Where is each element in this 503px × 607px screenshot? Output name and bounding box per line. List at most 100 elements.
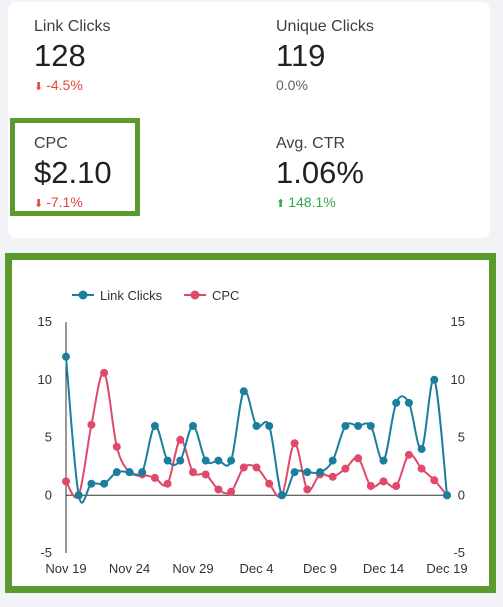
- data-point-link-clicks: [112, 468, 121, 477]
- metric-avg-ctr: Avg. CTR 1.06% ⬆ 148.1%: [276, 135, 364, 210]
- data-point-cpc: [392, 482, 401, 491]
- data-point-cpc: [176, 435, 185, 444]
- data-point-link-clicks: [328, 456, 337, 465]
- cpc-highlight-box: [10, 118, 140, 216]
- data-point-link-clicks: [316, 468, 324, 477]
- data-point-cpc: [163, 479, 172, 488]
- arrow-down-icon: ⬇: [34, 198, 44, 210]
- x-tick-label: Dec 14: [363, 561, 404, 576]
- x-tick-label: Nov 24: [109, 561, 150, 576]
- y-tick-label-left: 10: [38, 372, 52, 387]
- metric-value: $2.10: [34, 155, 112, 190]
- data-point-cpc: [201, 470, 210, 479]
- data-point-cpc: [112, 442, 121, 451]
- legend-marker-cpc: [190, 290, 200, 300]
- y-tick-label-left: 15: [38, 314, 52, 329]
- metric-value: 1.06%: [276, 155, 364, 190]
- y-tick-label-right: 15: [451, 314, 465, 329]
- data-point-link-clicks: [303, 468, 312, 477]
- x-tick-label: Nov 29: [172, 561, 213, 576]
- metric-delta: ⬇ -7.1%: [34, 194, 112, 210]
- y-tick-label-right: 5: [458, 430, 465, 445]
- x-tick-label: Dec 9: [303, 561, 337, 576]
- metric-label: CPC: [34, 135, 68, 152]
- data-point-cpc: [62, 477, 70, 486]
- x-tick-label: Dec 19: [426, 561, 467, 576]
- data-point-link-clicks: [366, 421, 375, 430]
- data-point-link-clicks: [417, 445, 426, 454]
- data-point-link-clicks: [404, 398, 413, 407]
- data-point-link-clicks: [163, 456, 172, 465]
- data-point-link-clicks: [201, 456, 210, 465]
- data-point-link-clicks: [277, 491, 286, 500]
- data-point-link-clicks: [252, 421, 261, 430]
- data-point-cpc: [417, 464, 426, 473]
- x-tick-label: Dec 4: [240, 561, 274, 576]
- data-point-link-clicks: [443, 491, 451, 500]
- metric-unique-clicks: Unique Clicks 119 0.0%: [276, 18, 374, 93]
- data-point-link-clicks: [214, 456, 223, 465]
- x-tick-label: Nov 19: [45, 561, 86, 576]
- legend-label-cpc: CPC: [212, 288, 239, 303]
- data-point-link-clicks: [290, 468, 299, 477]
- y-tick-label-left: -5: [40, 545, 52, 560]
- data-point-link-clicks: [189, 421, 197, 430]
- legend-label-link-clicks: Link Clicks: [100, 288, 163, 303]
- data-point-cpc: [303, 485, 312, 494]
- data-point-link-clicks: [176, 456, 185, 465]
- data-point-cpc: [430, 476, 439, 485]
- y-tick-label-right: -5: [453, 545, 465, 560]
- metric-label: Avg. CTR: [276, 135, 346, 152]
- data-point-cpc: [150, 473, 159, 482]
- data-point-cpc: [252, 463, 261, 472]
- data-point-link-clicks: [379, 456, 388, 465]
- metric-label: Link Clicks: [34, 18, 111, 35]
- data-point-cpc: [214, 485, 223, 494]
- y-tick-label-right: 10: [451, 372, 465, 387]
- data-point-cpc: [239, 463, 248, 472]
- metric-delta-value: -4.5%: [46, 77, 83, 93]
- data-point-link-clicks: [392, 398, 401, 407]
- metric-value: 128: [34, 38, 86, 73]
- data-point-link-clicks: [74, 491, 83, 500]
- data-point-cpc: [227, 487, 236, 496]
- data-point-link-clicks: [341, 421, 350, 430]
- data-point-link-clicks: [138, 468, 147, 477]
- metric-delta: ⬆ 148.1%: [276, 194, 364, 210]
- data-point-cpc: [290, 439, 299, 448]
- data-point-link-clicks: [265, 421, 274, 430]
- data-point-cpc: [100, 368, 109, 377]
- data-point-link-clicks: [125, 468, 134, 477]
- arrow-up-icon: ⬆: [276, 198, 286, 210]
- metric-link-clicks: Link Clicks 128 ⬇ -4.5%: [34, 18, 110, 93]
- data-point-cpc: [354, 454, 363, 463]
- data-point-cpc: [87, 420, 96, 429]
- metric-delta-value: -7.1%: [46, 194, 83, 210]
- data-point-cpc: [379, 477, 388, 486]
- data-point-cpc: [189, 468, 197, 477]
- y-tick-label-left: 5: [45, 430, 52, 445]
- data-point-cpc: [328, 472, 337, 481]
- data-point-link-clicks: [354, 421, 363, 430]
- metric-label: Unique Clicks: [276, 18, 374, 35]
- metric-cpc: CPC $2.10 ⬇ -7.1%: [34, 135, 112, 210]
- data-point-link-clicks: [100, 479, 109, 488]
- metric-delta: 0.0%: [276, 77, 374, 93]
- data-point-link-clicks: [150, 421, 159, 430]
- metric-delta: ⬇ -4.5%: [34, 77, 110, 93]
- data-point-link-clicks: [62, 352, 70, 361]
- data-point-cpc: [366, 482, 375, 491]
- data-point-link-clicks: [239, 387, 248, 396]
- data-point-cpc: [404, 450, 413, 459]
- arrow-down-icon: ⬇: [34, 81, 44, 93]
- data-point-link-clicks: [87, 479, 96, 488]
- data-point-cpc: [341, 464, 350, 473]
- metric-delta-value: 148.1%: [288, 194, 336, 210]
- data-point-link-clicks: [227, 456, 236, 465]
- data-point-cpc: [265, 479, 274, 488]
- legend-marker-link-clicks: [78, 290, 88, 300]
- metric-delta-value: 0.0%: [276, 77, 308, 93]
- data-point-link-clicks: [430, 375, 439, 384]
